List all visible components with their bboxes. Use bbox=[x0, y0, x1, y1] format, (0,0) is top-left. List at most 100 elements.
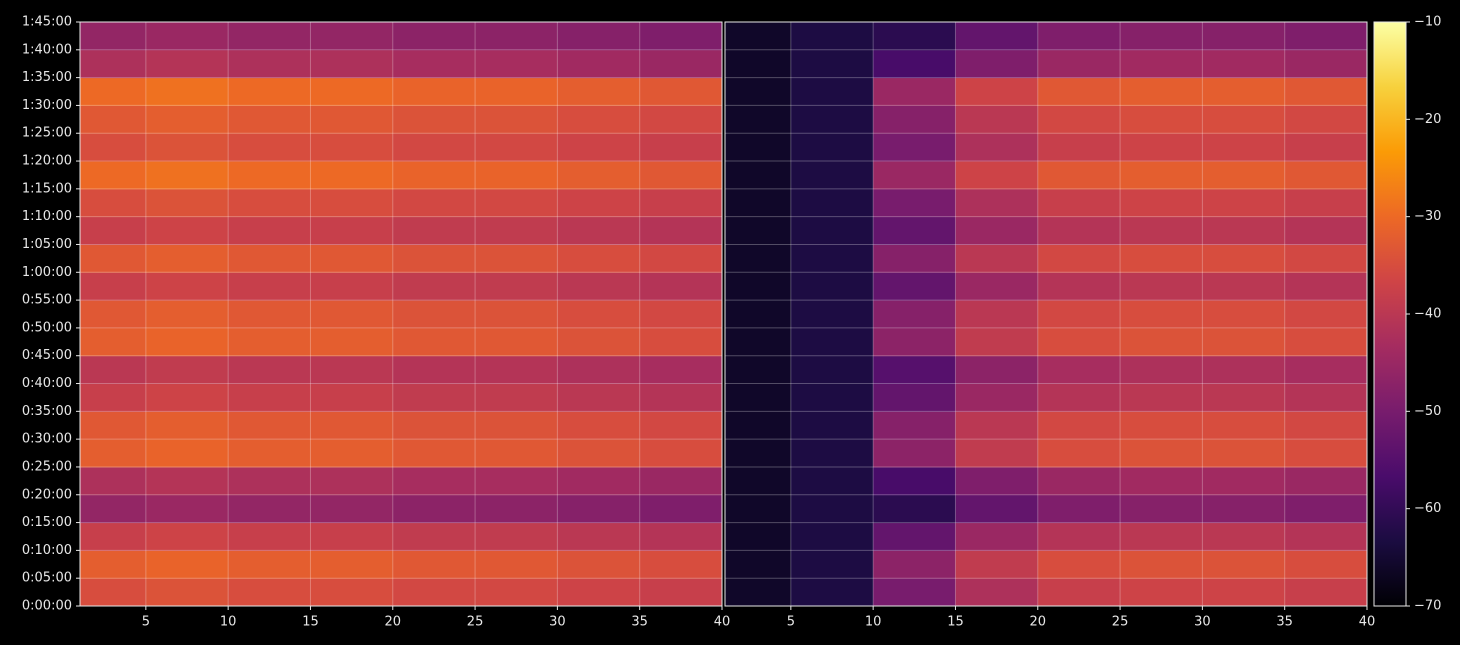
y-tick-label: 0:40:00 bbox=[22, 376, 72, 391]
heat-cell bbox=[1120, 161, 1203, 190]
heat-cell bbox=[1284, 22, 1368, 51]
heat-cell bbox=[725, 22, 792, 51]
x-tick-label: 25 bbox=[1112, 615, 1129, 630]
heat-cell bbox=[1037, 300, 1121, 329]
heat-cell bbox=[1120, 22, 1203, 51]
heat-cell bbox=[80, 77, 147, 106]
y-tick-label: 1:10:00 bbox=[22, 209, 72, 224]
heat-cell bbox=[1284, 49, 1368, 79]
heat-cell bbox=[790, 383, 874, 412]
heat-cell bbox=[228, 494, 311, 524]
x-tick-label: 20 bbox=[384, 615, 401, 630]
heat-cell bbox=[310, 77, 394, 106]
heat-cell bbox=[557, 327, 641, 357]
heat-cell bbox=[639, 300, 723, 329]
heat-cell bbox=[228, 133, 311, 162]
heat-cell bbox=[145, 49, 229, 79]
colorbar-tick-label: −60 bbox=[1414, 501, 1441, 516]
heat-cell bbox=[475, 300, 558, 329]
heat-cell bbox=[228, 216, 311, 245]
heat-cell bbox=[639, 411, 723, 440]
heat-cell bbox=[639, 161, 723, 190]
heat-cell bbox=[1120, 327, 1203, 357]
colorbar-tick-label: −70 bbox=[1414, 599, 1441, 614]
heat-cell bbox=[145, 522, 229, 551]
heat-cell bbox=[310, 466, 394, 496]
heat-cell bbox=[1037, 550, 1121, 579]
heat-cell bbox=[80, 22, 147, 51]
heat-cell bbox=[955, 327, 1039, 357]
x-tick-label: 10 bbox=[865, 615, 882, 630]
heat-cell bbox=[228, 300, 311, 329]
heat-cell bbox=[1284, 550, 1368, 579]
heat-cell bbox=[310, 411, 394, 440]
heat-cell bbox=[955, 578, 1039, 607]
heat-cell bbox=[790, 133, 874, 162]
heat-cell bbox=[228, 49, 311, 79]
heat-cell bbox=[475, 522, 558, 551]
heat-cell bbox=[80, 355, 147, 385]
heat-cell bbox=[80, 216, 147, 245]
heat-cell bbox=[80, 578, 147, 607]
heat-cell bbox=[639, 439, 723, 468]
heat-cell bbox=[1284, 216, 1368, 245]
heat-cell bbox=[392, 550, 476, 579]
heat-cell bbox=[639, 355, 723, 385]
heat-cell bbox=[790, 411, 874, 440]
heat-cell bbox=[1202, 133, 1286, 162]
heat-cell bbox=[639, 578, 723, 607]
y-tick-label: 0:45:00 bbox=[22, 348, 72, 363]
heat-cell bbox=[955, 355, 1039, 385]
heat-cell bbox=[725, 105, 792, 134]
heat-cell bbox=[145, 383, 229, 412]
heat-cell bbox=[1037, 105, 1121, 134]
heat-cell bbox=[1037, 383, 1121, 412]
plot-frame bbox=[724, 21, 1368, 607]
heat-cell bbox=[557, 439, 641, 468]
heat-cell bbox=[310, 355, 394, 385]
x-tick-label: 35 bbox=[631, 615, 648, 630]
colorbar-tick-label: −10 bbox=[1414, 15, 1441, 30]
heat-cell bbox=[475, 578, 558, 607]
x-tick-label: 10 bbox=[220, 615, 237, 630]
heat-cell bbox=[725, 133, 792, 162]
heat-cell bbox=[1202, 77, 1286, 106]
heat-cell bbox=[1037, 161, 1121, 190]
heat-cell bbox=[392, 188, 476, 218]
heat-cell bbox=[1202, 216, 1286, 245]
heat-cell bbox=[790, 161, 874, 190]
heat-cell bbox=[1284, 494, 1368, 524]
heat-cell bbox=[873, 49, 956, 79]
heat-cell bbox=[873, 188, 956, 218]
heat-cell bbox=[873, 244, 956, 273]
heat-cell bbox=[790, 49, 874, 79]
heat-cell bbox=[790, 466, 874, 496]
heat-cell bbox=[873, 22, 956, 51]
heat-cell bbox=[1284, 466, 1368, 496]
heat-cell bbox=[639, 77, 723, 106]
heat-cell bbox=[1202, 49, 1286, 79]
heat-cell bbox=[228, 522, 311, 551]
heat-cell bbox=[1037, 244, 1121, 273]
heat-cell bbox=[557, 105, 641, 134]
heat-cell bbox=[392, 383, 476, 412]
heat-cell bbox=[1284, 522, 1368, 551]
heat-cell bbox=[1284, 161, 1368, 190]
heat-cell bbox=[228, 411, 311, 440]
heat-cell bbox=[1120, 494, 1203, 524]
colorbar-tick-label: −20 bbox=[1414, 112, 1441, 127]
heat-cell bbox=[228, 383, 311, 412]
heat-cell bbox=[228, 439, 311, 468]
heat-cell bbox=[639, 49, 723, 79]
heat-cell bbox=[790, 522, 874, 551]
heat-cell bbox=[955, 494, 1039, 524]
heat-cell bbox=[873, 105, 956, 134]
heat-cell bbox=[873, 77, 956, 106]
heat-cell bbox=[639, 550, 723, 579]
heat-cell bbox=[310, 49, 394, 79]
heat-cell bbox=[310, 161, 394, 190]
heat-cell bbox=[873, 161, 956, 190]
heat-cell bbox=[955, 77, 1039, 106]
heat-cell bbox=[873, 133, 956, 162]
